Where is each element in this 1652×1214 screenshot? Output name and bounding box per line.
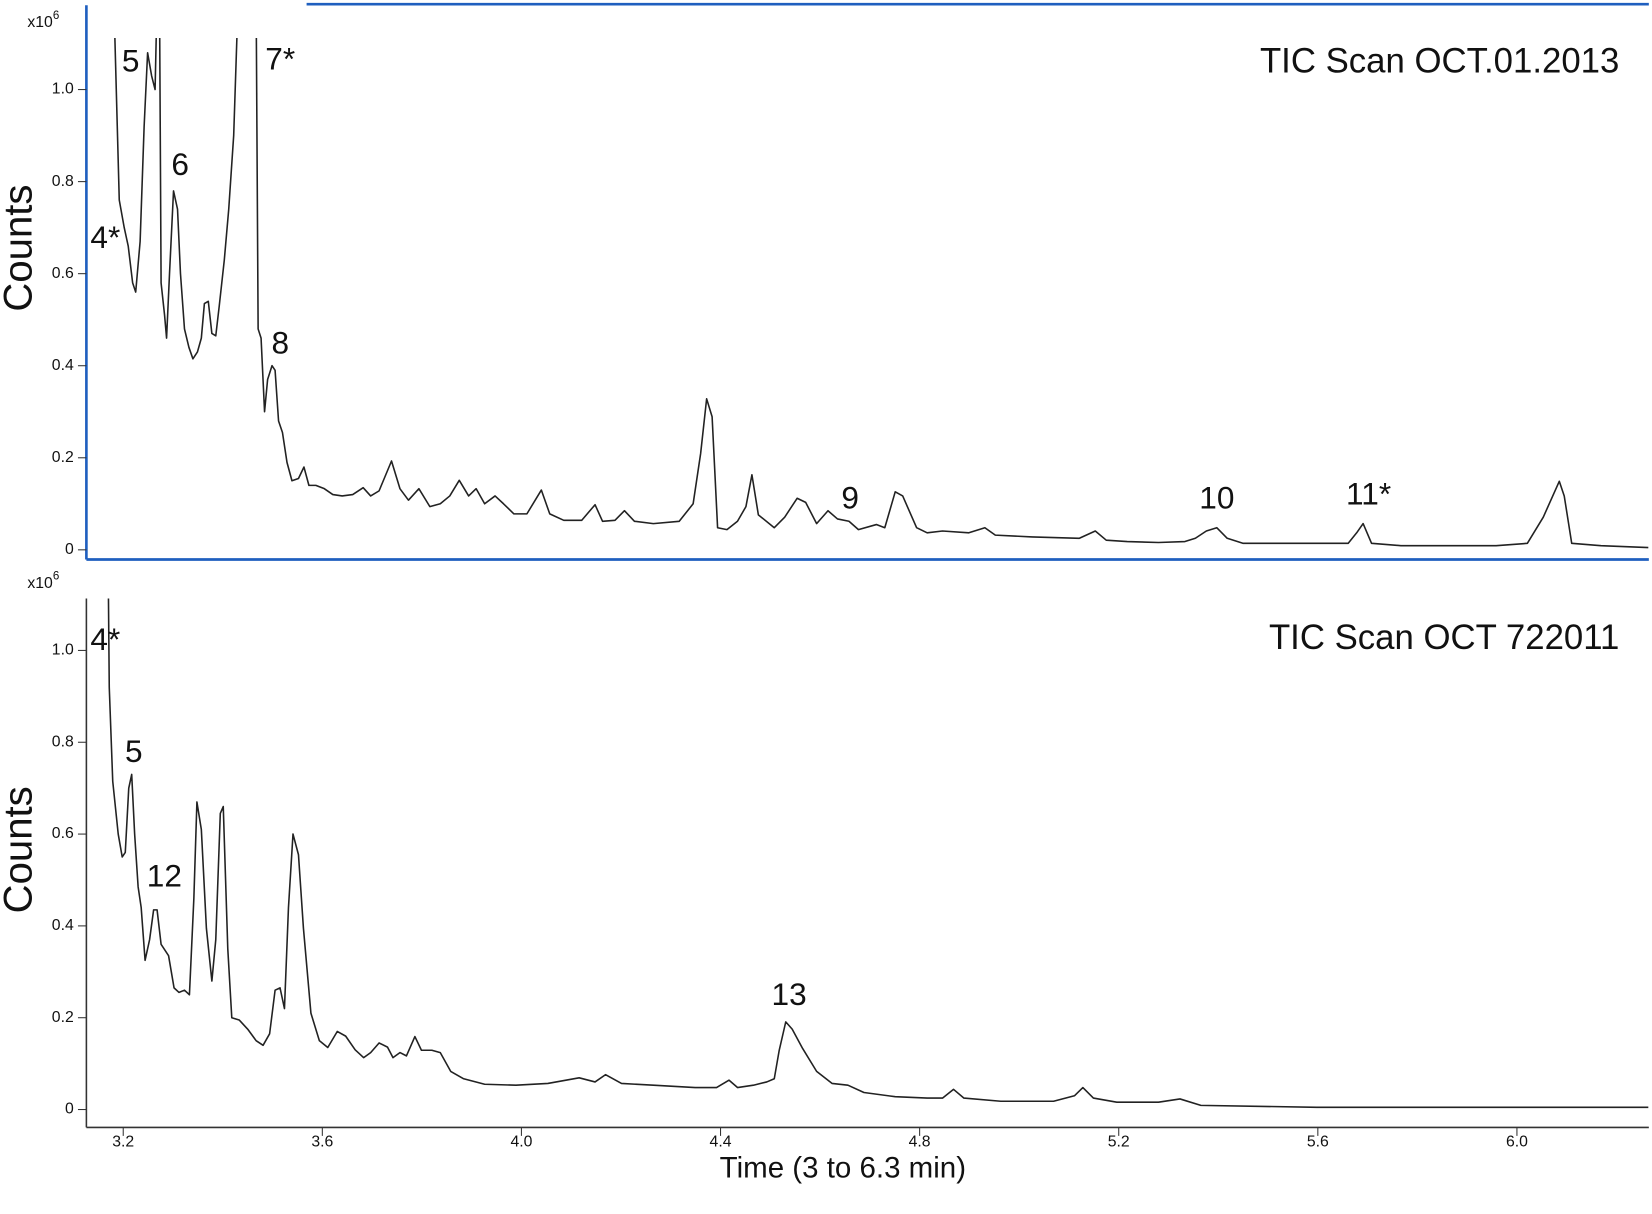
peak-label: 9: [841, 480, 859, 516]
x-tick-label: 5.2: [1108, 1133, 1130, 1150]
y-tick-label: 0: [65, 1101, 74, 1118]
peak-label: 7*: [265, 41, 295, 77]
peak-label: 13: [772, 976, 807, 1012]
peak-label: 12: [147, 858, 182, 894]
x-tick-label: 4.4: [710, 1133, 732, 1150]
x-tick-label: 5.6: [1307, 1133, 1329, 1150]
peak-label: 6: [171, 146, 189, 182]
trace: [114, 38, 1649, 549]
y-tick-label: 0.6: [52, 825, 74, 842]
peak-label: 4*: [90, 219, 120, 255]
trace: [107, 598, 1649, 1109]
y-tick-label: 0: [65, 541, 74, 558]
y-tick-label: 1.0: [52, 642, 74, 659]
peak-label: 8: [271, 325, 289, 361]
peak-label: 4*: [90, 621, 120, 657]
x-tick-label: 3.6: [311, 1133, 333, 1150]
y-scale-exponent: 6: [53, 569, 59, 582]
chart-title: TIC Scan OCT 722011: [1269, 618, 1619, 657]
y-tick-label: 0.8: [52, 173, 74, 190]
y-tick-label: 0.4: [52, 357, 74, 374]
y-scale-base: x10: [27, 14, 53, 31]
y-tick-label: 0.4: [52, 917, 74, 934]
y-scale-label: x106: [27, 9, 59, 32]
y-scale-exponent: 6: [53, 9, 59, 22]
peak-label: 5: [122, 43, 140, 79]
peak-label: 5: [125, 733, 143, 769]
x-tick-label: 3.2: [112, 1133, 134, 1150]
x-axis-label: Time (3 to 6.3 min): [720, 1151, 966, 1184]
y-axis-label: Counts: [0, 185, 41, 312]
x-tick-label: 4.0: [510, 1133, 532, 1150]
y-scale-base: x10: [27, 575, 53, 592]
peak-label: 10: [1199, 480, 1234, 516]
y-tick-label: 0.6: [52, 265, 74, 282]
y-tick-label: 0.2: [52, 1009, 74, 1026]
x-tick-label: 6.0: [1506, 1133, 1528, 1150]
y-axis-label: Counts: [0, 786, 41, 913]
peak-label: 11*: [1346, 475, 1391, 511]
y-tick-label: 0.8: [52, 733, 74, 750]
y-tick-label: 1.0: [52, 81, 74, 98]
y-tick-label: 0.2: [52, 449, 74, 466]
x-tick-label: 4.8: [909, 1133, 931, 1150]
chart-title: TIC Scan OCT.01.2013: [1260, 42, 1619, 81]
y-scale-label: x106: [27, 569, 59, 592]
